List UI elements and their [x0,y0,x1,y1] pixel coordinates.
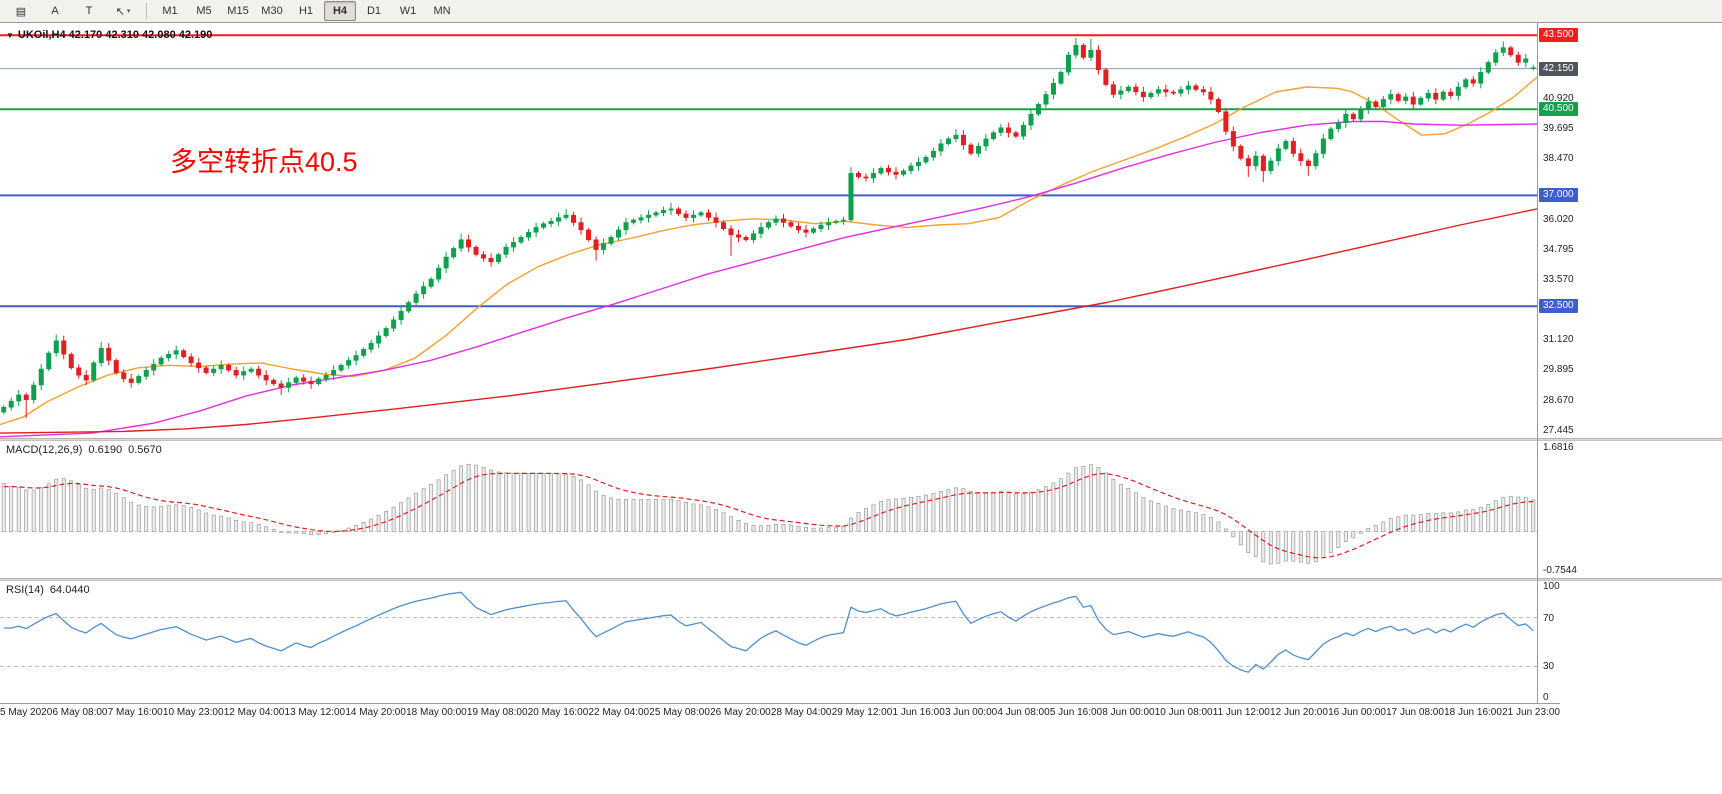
time-tick-label: 25 May 08:00 [649,707,710,718]
rsi-label: RSI(14) 64.0440 [6,584,96,596]
time-tick-label: 10 Jun 08:00 [1154,707,1213,718]
bid-price-line-badge: 42.150 [1539,62,1578,76]
arrow-tool-button[interactable]: ↖ ▾ [115,5,131,18]
rsi-axis-label: 100 [1543,581,1560,592]
macd-name: MACD(12,26,9) [6,444,83,456]
price-tick-label: 33.570 [1543,274,1574,285]
dropdown-caret-icon: ▾ [126,8,131,15]
time-tick-label: 1 Jun 16:00 [892,707,945,718]
price-tick-label: 40.920 [1543,93,1574,104]
time-tick-label: 7 May 16:00 [107,707,163,718]
macd-value-signal: 0.5670 [128,444,162,456]
time-tick-label: 3 Jun 00:00 [944,707,998,718]
support-line-1-badge: 37.000 [1539,188,1578,202]
time-tick-label: 6 May 08:00 [52,707,108,718]
rsi-axis-label: 0 [1543,692,1549,703]
time-tick-label: 21 Jun 23:00 [1502,707,1560,718]
panel-splitter[interactable] [0,438,1722,441]
time-tick-label: 20 May 16:00 [527,707,589,718]
time-tick-label: 17 Jun 08:00 [1386,707,1444,718]
time-tick-label: 22 May 04:00 [588,707,650,718]
time-tick-label: 18 Jun 16:00 [1444,707,1502,718]
timeframe-button-h4[interactable]: H4 [324,1,356,21]
macd-axis-label: -0.7544 [1543,565,1577,576]
symbol-ohlc-text: UKOil,H4 42.170 42.310 42.080 42.190 [17,29,213,41]
rsi-axis-label: 70 [1543,613,1555,624]
chart-mode-button[interactable]: ▤ [15,5,27,18]
toolbar-separator [146,3,147,19]
rsi-name: RSI(14) [6,584,44,596]
time-axis[interactable]: 5 May 2020 6 May 08:00 7 May 16:00 10 May 2… [0,703,1560,721]
time-tick-label: 26 May 20:00 [710,707,771,718]
timeframe-button-d1[interactable]: D1 [366,5,382,17]
timeframe-button-m5[interactable]: M5 [196,5,212,17]
time-tick-label: 16 Jun 00:00 [1328,707,1386,718]
price-tick-label: 29.895 [1543,364,1574,375]
price-tick-label: 38.470 [1543,153,1574,164]
price-axis[interactable]: 40.920 39.695 38.470 36.020 34.795 33.570 31.1… [1537,23,1722,703]
macd-panel-canvas[interactable] [0,441,1537,578]
price-tick-label: 28.670 [1543,395,1574,406]
timeframe-button-m30[interactable]: M30 [261,5,283,17]
time-tick-label: 28 May 04:00 [770,707,832,718]
macd-value-main: 0.6190 [88,444,123,456]
horizontal-lines-layer [0,34,1537,308]
timeframe-buttons-group: M1 M5 M15 M30 H1 H4 D1 W1 MN [153,1,459,21]
cursor-tool-button[interactable]: A [51,5,59,17]
timeframe-button-mn[interactable]: MN [433,5,451,17]
moving-averages-layer [0,76,1537,438]
time-tick-label: 11 Jun 12:00 [1212,707,1270,718]
chart-text-annotation[interactable]: 多空转折点40.5 [170,147,358,177]
time-tick-label: 19 May 08:00 [466,707,528,718]
timeframe-button-m1[interactable]: M1 [162,5,178,17]
price-tick-label: 31.120 [1543,334,1574,345]
time-tick-label: 5 May 2020 [0,707,53,718]
rsi-panel-canvas[interactable] [0,581,1537,703]
rsi-axis-label: 30 [1543,661,1555,672]
toolbar: ▤ A T ↖ ▾ M1 M5 M15 M30 H1 H4 D1 W1 MN [0,0,1722,23]
timeframe-button-m15[interactable]: M15 [227,5,249,17]
panel-splitter[interactable] [0,578,1722,581]
axis-divider [1537,23,1538,703]
main-chart-canvas[interactable] [0,23,1537,438]
time-tick-label: 5 Jun 16:00 [1049,707,1103,718]
support-line-2-badge: 32.500 [1539,299,1578,313]
symbol-dropdown-icon[interactable]: ▼ [6,30,14,40]
time-tick-label: 10 May 23:00 [162,707,224,718]
macd-layer [0,463,1537,565]
resistance-line-badge: 43.500 [1539,28,1578,42]
time-tick-label: 18 May 00:00 [406,707,467,718]
rsi-value: 64.0440 [49,584,90,596]
text-tool-button[interactable]: T [85,5,93,17]
time-tick-label: 14 May 20:00 [345,707,406,718]
price-tick-label: 39.695 [1543,123,1574,134]
timeframe-button-h1[interactable]: H1 [298,5,314,17]
time-tick-label: 8 Jun 00:00 [1102,707,1155,718]
chart-title: ▼ UKOil,H4 42.170 42.310 42.080 42.190 [6,29,212,41]
drawing-tools-group: ▤ A T ↖ ▾ [4,1,140,21]
time-tick-label: 12 Jun 20:00 [1270,707,1328,718]
macd-axis-label: 1.6816 [1543,442,1574,453]
price-tick-label: 34.795 [1543,244,1574,255]
time-tick-label: 29 May 12:00 [831,707,893,718]
pivot-line-badge: 40.500 [1539,102,1578,116]
time-tick-label: 13 May 12:00 [284,707,346,718]
price-tick-label: 36.020 [1543,214,1574,225]
rsi-layer [0,591,1537,673]
price-tick-label: 27.445 [1543,425,1574,436]
time-tick-label: 4 Jun 08:00 [997,707,1050,718]
time-tick-label: 12 May 04:00 [223,707,285,718]
timeframe-button-w1[interactable]: W1 [399,5,417,17]
candles-layer [1,37,1536,419]
macd-label: MACD(12,26,9) 0.6190 0.5670 [6,444,168,456]
